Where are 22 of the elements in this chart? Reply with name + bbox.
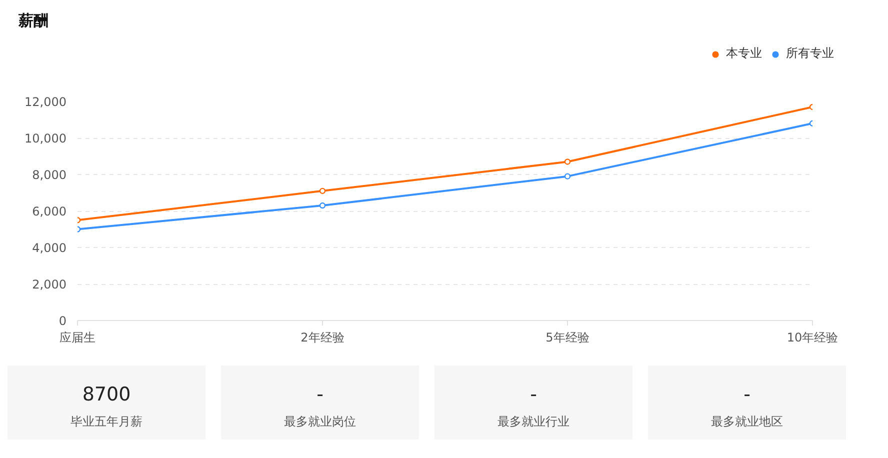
text: 最多就业岗位: [284, 414, 356, 428]
y-tick-label: 4,000: [32, 241, 67, 255]
y-tick-label: 8,000: [32, 168, 67, 182]
y-tick-label: 2,000: [32, 278, 67, 292]
x-tick-label: 5年经验: [546, 330, 590, 344]
y-tick-label: 6,000: [32, 204, 67, 218]
text: 8700: [82, 384, 131, 406]
text: 毕业五年月薪: [70, 414, 142, 428]
chart-title: 薪酬: [18, 12, 48, 30]
text: 最多就业地区: [711, 414, 783, 428]
text: -: [316, 384, 324, 406]
x-tick-label: 10年经验: [786, 330, 838, 344]
legend-label: 本专业: [726, 45, 762, 62]
y-tick-label: 10,000: [24, 132, 67, 146]
text: -: [744, 384, 750, 406]
text: 最多就业行业: [498, 414, 570, 428]
y-tick-label: 0: [58, 314, 67, 328]
x-tick-label: 应届生: [60, 330, 96, 344]
text: -: [530, 384, 537, 406]
x-tick-label: 2年经验: [300, 330, 344, 344]
legend-label: 所有专业: [786, 45, 834, 62]
y-tick-label: 12,000: [24, 95, 67, 109]
